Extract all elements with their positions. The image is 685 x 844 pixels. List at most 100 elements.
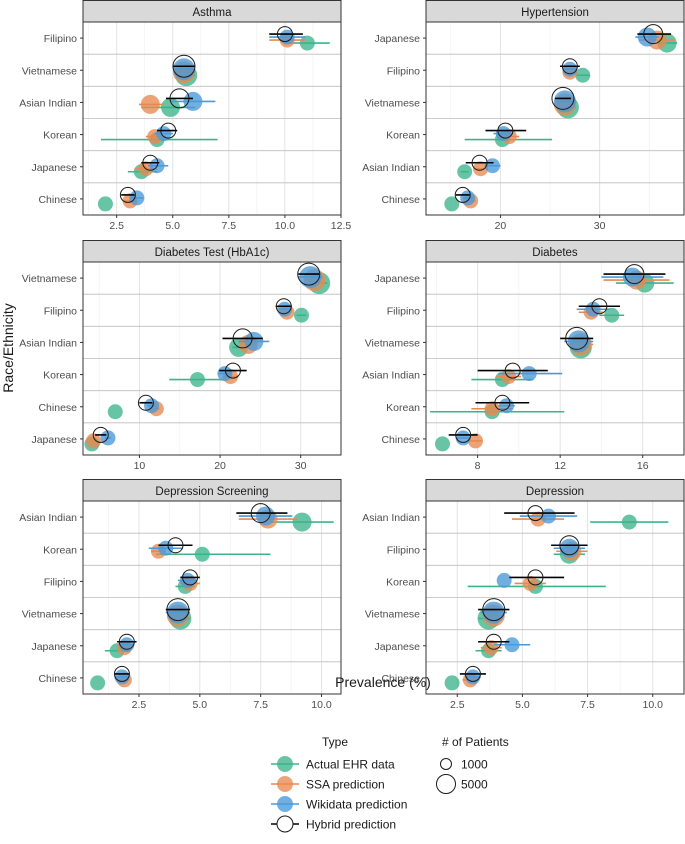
data-point: [494, 394, 511, 411]
y-tick-label: Chinese: [38, 673, 77, 685]
data-point: [643, 24, 664, 45]
data-point: [455, 430, 471, 446]
legend-size-label: 5000: [461, 778, 488, 792]
data-point: [160, 97, 180, 117]
y-tick-label: Asian Indian: [362, 370, 420, 382]
y-tick-label: Korean: [43, 544, 77, 556]
data-point: [498, 398, 514, 414]
y-tick-label: Japanese: [374, 33, 420, 45]
y-tick-label: Japanese: [374, 273, 420, 285]
legend-key-circle: [276, 815, 294, 833]
y-tick-label: Filipino: [387, 65, 420, 77]
y-tick-label: Japanese: [31, 162, 77, 174]
data-point: [194, 546, 210, 562]
y-tick-label: Japanese: [31, 434, 77, 446]
legend-label: Hybrid prediction: [306, 818, 396, 832]
x-tick-label: 20: [214, 460, 226, 472]
data-point: [140, 94, 160, 114]
x-tick-label: 10.0: [275, 220, 296, 232]
series-hybrid-prediction: [119, 26, 303, 203]
x-tick-label: 5.0: [193, 699, 208, 711]
data-point: [85, 433, 101, 449]
x-tick-label: 10.0: [311, 699, 332, 711]
data-point: [484, 401, 500, 417]
data-point: [137, 394, 154, 411]
panel-border: [425, 21, 685, 216]
panel-border: [82, 261, 342, 456]
data-point: [497, 122, 514, 139]
y-tick-label: Vietnamese: [365, 337, 420, 349]
panel-title: Asthma: [193, 7, 233, 19]
data-point: [482, 598, 506, 622]
x-tick-label: 16: [637, 460, 649, 472]
x-tick-label: 10.0: [643, 699, 664, 711]
panel-title: Diabetes: [532, 247, 578, 259]
y-tick-label: Japanese: [31, 641, 77, 653]
legend-type-title: Type: [322, 735, 348, 749]
x-tick-label: 7.5: [580, 699, 595, 711]
data-point: [224, 362, 241, 379]
x-tick-label: 10: [134, 460, 146, 472]
data-point: [455, 426, 472, 443]
data-point: [624, 264, 645, 285]
data-point: [183, 91, 203, 111]
series-wikidata-prediction: [460, 27, 660, 206]
y-tick-label: Korean: [386, 402, 420, 414]
y-tick-label: Chinese: [381, 434, 420, 446]
legend-size-1000: 1000: [440, 758, 488, 772]
data-point: [182, 569, 199, 586]
data-point: [575, 67, 591, 83]
data-point: [473, 161, 489, 177]
data-point: [504, 362, 521, 379]
data-point: [250, 503, 271, 524]
data-point: [435, 436, 451, 452]
y-tick-label: Chinese: [381, 194, 420, 206]
x-tick-label: 2.5: [132, 699, 147, 711]
data-point: [559, 535, 580, 556]
data-point: [622, 267, 642, 287]
data-point: [129, 190, 145, 206]
data-point: [275, 298, 292, 315]
data-point: [293, 307, 309, 323]
legend-size-circle: [436, 774, 456, 794]
facet-panels: Asthma Filipino Vietnamese Asian Indian Kore…: [19, 0, 685, 711]
data-point: [244, 331, 264, 351]
data-point: [444, 196, 460, 212]
y-tick-label: Chinese: [38, 402, 77, 414]
panel-hypertension: Hypertension Japanese Filipino Vietnamese Ko…: [362, 0, 685, 232]
data-point: [107, 404, 123, 420]
y-tick-label: Korean: [43, 130, 77, 142]
panel-border: [425, 261, 685, 456]
data-point: [292, 512, 312, 532]
x-tick-label: 30: [295, 460, 307, 472]
data-point: [585, 301, 601, 317]
data-point: [158, 540, 174, 556]
data-point: [457, 164, 473, 180]
y-tick-label: Asian Indian: [362, 162, 420, 174]
data-point: [504, 637, 520, 653]
data-point: [471, 154, 488, 171]
panel-border: [82, 21, 342, 216]
x-tick-label: 2.5: [450, 699, 465, 711]
data-point: [97, 196, 113, 212]
data-point: [144, 398, 160, 414]
y-tick-label: Vietnamese: [365, 609, 420, 621]
data-point: [118, 633, 135, 650]
y-tick-label: Asian Indian: [19, 512, 77, 524]
data-point: [180, 572, 196, 588]
data-point: [167, 537, 184, 554]
panel-border: [82, 500, 342, 695]
data-point: [172, 58, 195, 81]
y-tick-label: Asian Indian: [19, 97, 77, 109]
panel-title: Diabetes Test (HbA1c): [155, 247, 270, 259]
data-point: [166, 601, 189, 624]
data-point: [113, 665, 130, 682]
data-point: [156, 126, 172, 142]
data-point: [591, 298, 608, 315]
y-tick-label: Korean: [386, 576, 420, 588]
data-point: [482, 601, 505, 624]
legend-size-title: # of Patients: [442, 735, 509, 749]
data-point: [496, 572, 512, 588]
data-point: [562, 61, 578, 77]
